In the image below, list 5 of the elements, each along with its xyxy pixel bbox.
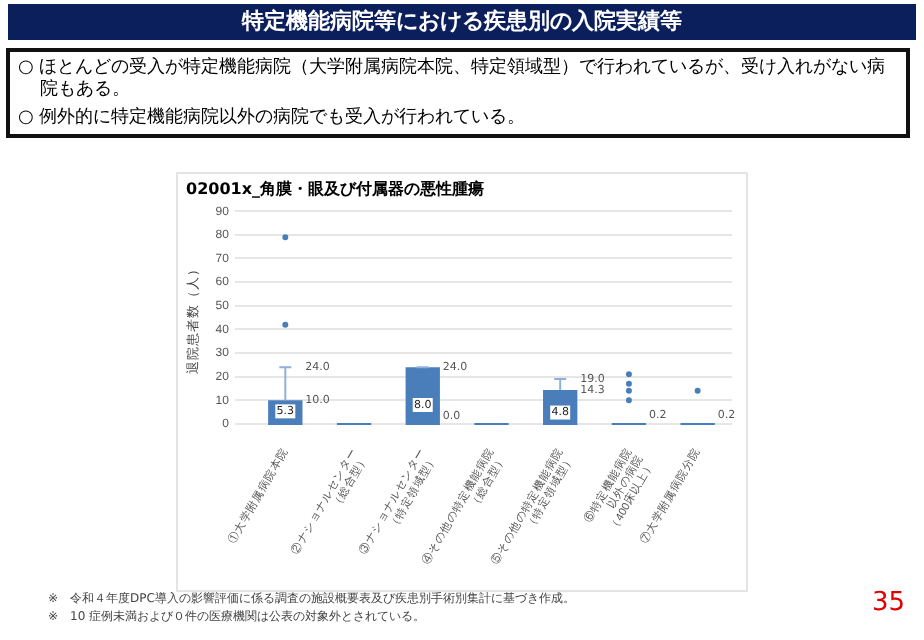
text: 35	[872, 588, 906, 618]
text: ○ 例外的に特定機能病院以外の病院でも受入が行われている。	[18, 108, 528, 130]
chart-subtitle: 02001x_角膜・眼及び付属器の悪性腫瘍	[186, 178, 484, 200]
chart-title: 特定機能病院等における疾患別の入院実績等	[8, 4, 916, 40]
text: ○ ほとんどの受入が特定機能病院（大学附属病院本院、特定領域型）で行われているが、受け入れがない病院もある。	[18, 58, 888, 102]
